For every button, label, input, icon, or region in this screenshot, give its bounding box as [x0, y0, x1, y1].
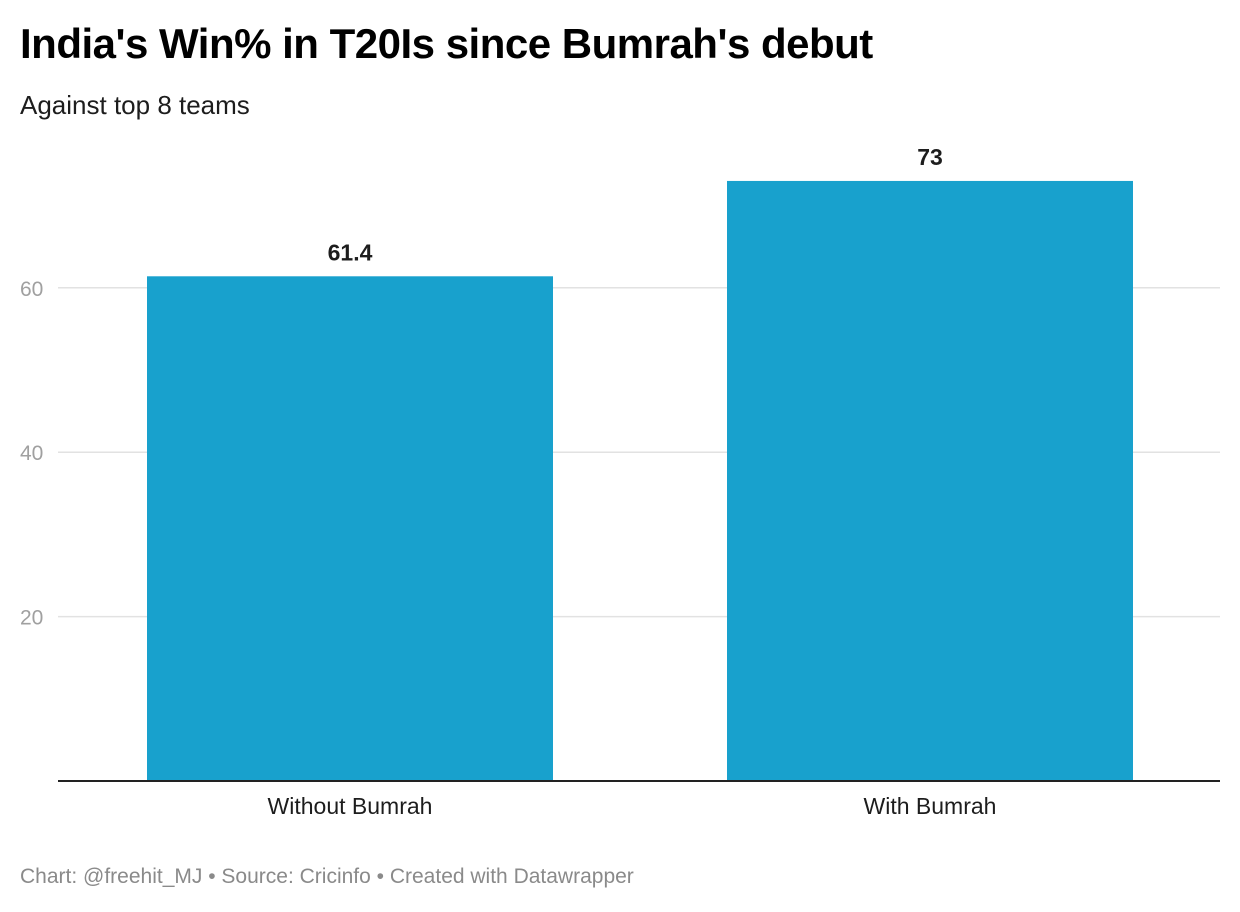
y-tick-label: 40 — [20, 442, 43, 465]
chart-title: India's Win% in T20Is since Bumrah's deb… — [20, 20, 873, 67]
footer-source: Source: Cricinfo — [221, 865, 371, 888]
x-category-label: Without Bumrah — [268, 793, 433, 819]
y-tick-label: 20 — [20, 607, 43, 630]
bar-value-labels: 61.4 73 — [328, 144, 943, 265]
chart-subtitle: Against top 8 teams — [20, 90, 250, 120]
chart-footer: Chart: @freehit_MJ • Source: Cricinfo • … — [20, 865, 634, 889]
bar — [727, 180, 1133, 781]
footer-separator: • — [202, 865, 222, 888]
bar-value-label: 73 — [917, 144, 943, 170]
bars — [147, 180, 1133, 781]
footer-credit: Chart: @freehit_MJ — [20, 865, 203, 888]
bar-value-label: 61.4 — [328, 239, 373, 265]
y-tick-label: 60 — [20, 278, 43, 301]
x-axis-labels: Without Bumrah With Bumrah — [268, 793, 997, 819]
x-category-label: With Bumrah — [864, 793, 997, 819]
footer-separator: • — [370, 865, 390, 888]
bar — [147, 276, 553, 781]
footer-created-with: Created with Datawrapper — [389, 865, 634, 888]
y-axis-ticks: 20 40 60 — [20, 278, 43, 630]
